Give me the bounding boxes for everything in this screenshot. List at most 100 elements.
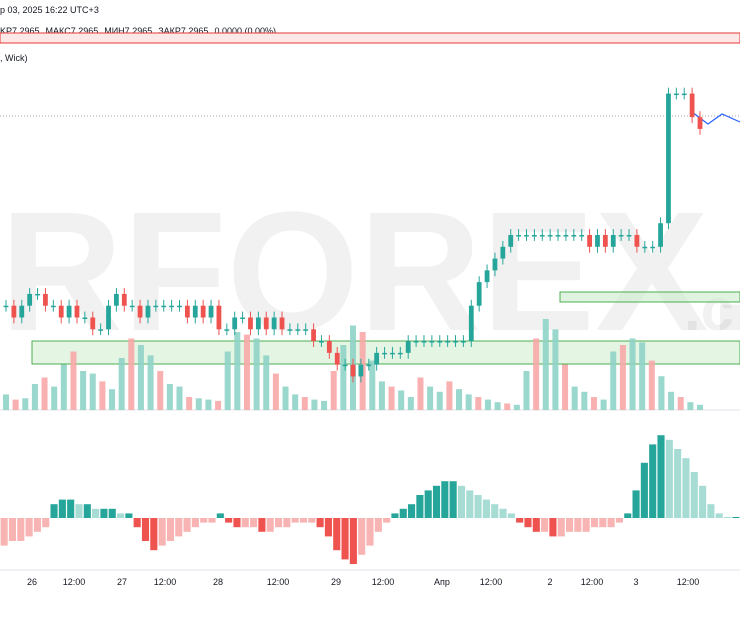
histogram-bar [92, 508, 100, 518]
candle [106, 305, 111, 330]
histogram-bar [208, 518, 216, 523]
histogram-bar [8, 518, 17, 541]
candle [263, 317, 269, 330]
volume-bar [562, 364, 569, 410]
x-tick-label: 27 [117, 577, 127, 587]
candle [177, 305, 182, 308]
candle [524, 235, 529, 237]
histogram-bar [607, 518, 615, 528]
candle [192, 305, 198, 318]
volume-bar [629, 338, 636, 410]
volume-bar [253, 338, 260, 410]
histogram-bar [291, 518, 299, 523]
candle [610, 235, 616, 247]
candle [208, 305, 214, 318]
volume-bar [677, 397, 684, 410]
volume-bar [513, 404, 520, 410]
candle [295, 329, 301, 331]
histogram-bar [466, 490, 474, 518]
histogram-bar [225, 518, 233, 523]
candle [468, 305, 474, 342]
volume-bar [697, 404, 703, 410]
volume-bar [195, 398, 202, 410]
histogram-bar [117, 513, 125, 518]
candle [445, 341, 451, 343]
histogram-bar [474, 495, 482, 518]
volume-bar [3, 394, 9, 410]
candle [437, 341, 443, 343]
volume-bar [330, 371, 337, 410]
volume-bar [147, 355, 154, 410]
candle [642, 246, 648, 249]
volume-bar [215, 400, 222, 410]
candle [240, 317, 245, 319]
histogram-bar [50, 504, 58, 518]
x-tick-label: 12:00 [677, 577, 700, 587]
volume-bar [668, 391, 675, 410]
histogram-bar [699, 485, 707, 518]
candle [374, 352, 380, 365]
volume-bar [137, 345, 144, 410]
histogram-bar [191, 518, 199, 528]
candle [90, 317, 96, 330]
x-tick-label: 3 [633, 577, 638, 587]
volume-bar [446, 381, 453, 410]
volume-bar [639, 342, 646, 410]
histogram-bar [408, 504, 416, 518]
histogram-bar [33, 518, 41, 532]
candle [689, 93, 695, 118]
x-tick-label: 12:00 [267, 577, 290, 587]
volume-bar [51, 386, 58, 410]
histogram-bar [108, 508, 116, 518]
volume-bar [340, 345, 347, 410]
candle [492, 258, 498, 271]
histogram-bar [491, 504, 499, 518]
volume-bar [60, 364, 67, 410]
candle [563, 235, 569, 237]
histogram-bar [100, 508, 108, 518]
candle [681, 93, 687, 96]
candle [169, 305, 175, 308]
histogram-bar [25, 518, 33, 537]
candle [248, 317, 253, 330]
ohlc-legend: KP7,2965 МАКС7,2965 МИН7,2965 ЗАКР7,2965 0,0… [0, 26, 282, 36]
histogram-bar [674, 449, 682, 518]
histogram-bar [125, 513, 133, 518]
candle [500, 246, 506, 259]
histogram-bar [166, 518, 175, 541]
candle [429, 341, 435, 343]
watermark-suffix: .c [684, 276, 734, 343]
candle [11, 305, 17, 318]
volume-bar [186, 397, 193, 410]
candle [35, 293, 40, 296]
histogram-bar [632, 490, 640, 518]
volume-bar [533, 338, 540, 410]
histogram-bar [441, 481, 449, 518]
volume-bar [494, 402, 501, 410]
candle [279, 317, 285, 330]
histogram-bar [682, 458, 690, 518]
candle [626, 235, 632, 237]
volume-bar [552, 329, 559, 410]
candle [66, 305, 72, 318]
candle [461, 341, 466, 343]
histogram-bar [541, 518, 549, 532]
candle [571, 235, 577, 237]
volume-bar [427, 386, 434, 410]
histogram-bar [516, 518, 524, 523]
histogram-bar [549, 518, 557, 537]
histogram-bar [316, 518, 324, 528]
histogram-bar [707, 504, 715, 518]
volume-bar [263, 355, 270, 410]
volume-bar [398, 390, 405, 410]
volume-bar [388, 386, 395, 410]
histogram-bar [432, 485, 441, 518]
candle [326, 341, 332, 353]
x-tick-label: 29 [331, 577, 341, 587]
volume-bar [378, 381, 385, 410]
histogram-bar [83, 504, 91, 518]
candle [82, 317, 88, 319]
volume-bar [484, 399, 491, 410]
volume-bar [224, 351, 231, 410]
